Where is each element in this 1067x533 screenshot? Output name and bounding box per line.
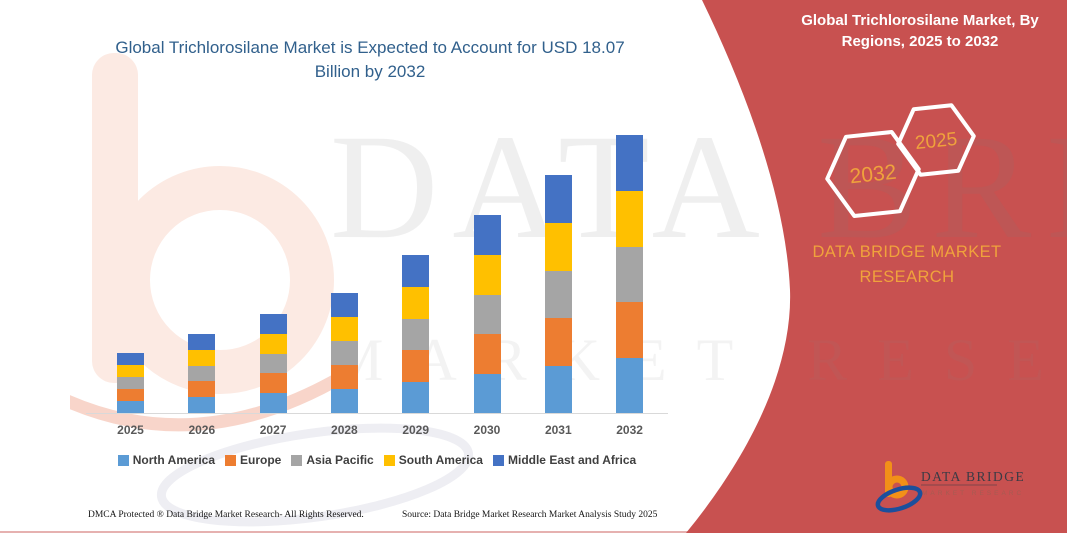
x-axis-label-2028: 2028	[331, 423, 358, 437]
bar-segment-europe	[544, 318, 572, 366]
legend-marker-icon	[225, 454, 237, 466]
bar-segment-south-america	[330, 317, 358, 341]
x-axis-label-2030: 2030	[473, 423, 501, 437]
bar-2030	[473, 215, 501, 413]
legend-label: South America	[398, 453, 483, 467]
legend-label: Asia Pacific	[306, 453, 374, 467]
bar-segment-north-america	[473, 373, 501, 413]
bar-segment-north-america	[544, 365, 572, 413]
legend-label: Europe	[240, 453, 282, 467]
bar-2026	[188, 334, 216, 413]
data-bridge-logo: DATA BRIDGE MARKET RESEARCH	[875, 461, 1023, 513]
bar-segment-asia-pacific	[616, 246, 644, 302]
legend-item-south-america: South America	[383, 453, 483, 467]
legend-marker-icon	[383, 454, 395, 466]
x-axis-label-2026: 2026	[188, 423, 216, 437]
bar-segment-south-america	[259, 333, 287, 354]
footer-dmca-text: DMCA Protected ® Data Bridge Market Rese…	[88, 510, 364, 520]
legend-item-north-america: North America	[117, 453, 216, 467]
bar-segment-europe	[259, 373, 287, 394]
chart-title: Global Trichlorosilane Market is Expecte…	[115, 38, 625, 81]
bar-segment-europe	[117, 389, 144, 401]
bar-segment-north-america	[259, 393, 287, 413]
x-axis-label-2029: 2029	[402, 423, 430, 437]
bar-segment-europe	[330, 365, 358, 389]
x-axis-label-2027: 2027	[259, 423, 287, 437]
bar-segment-south-america	[544, 222, 572, 271]
side-panel-title: Global Trichlorosilane Market, By Region…	[801, 12, 1039, 51]
bar-segment-middle-east-and-africa	[544, 175, 572, 223]
legend-item-asia-pacific: Asia Pacific	[291, 453, 374, 467]
svg-text:2025: 2025	[914, 129, 958, 154]
bar-2025	[117, 353, 144, 413]
bar-segment-asia-pacific	[473, 294, 501, 334]
legend-item-middle-east-and-africa: Middle East and Africa	[492, 453, 637, 467]
logo-swoosh-icon	[875, 485, 923, 513]
bar-segment-north-america	[117, 401, 144, 413]
bar-segment-europe	[473, 334, 501, 374]
footer-source-text: Source: Data Bridge Market Research Mark…	[402, 510, 658, 520]
bar-segment-europe	[402, 350, 430, 382]
bar-segment-south-america	[117, 365, 144, 377]
bar-segment-north-america	[188, 397, 216, 413]
bar-segment-europe	[188, 381, 216, 398]
hexagon-2025-icon	[896, 103, 976, 177]
bar-segment-asia-pacific	[259, 353, 287, 374]
bar-segment-asia-pacific	[402, 318, 430, 350]
bar-segment-north-america	[330, 389, 358, 413]
bar-segment-middle-east-and-africa	[188, 334, 216, 350]
chart-legend: North America Europe Asia Pacific South Ame…	[86, 453, 668, 467]
bar-segment-middle-east-and-africa	[330, 293, 358, 317]
bar-segment-south-america	[616, 190, 644, 247]
svg-text:MARKET RESEARCH: MARKET RESEARCH	[922, 490, 1023, 497]
bar-segment-asia-pacific	[330, 341, 358, 365]
bar-segment-asia-pacific	[188, 365, 216, 382]
hexagon-years-graphic: 2032 2025	[825, 103, 976, 218]
legend-marker-icon	[291, 454, 303, 466]
bar-segment-asia-pacific	[117, 377, 144, 389]
x-axis-label-2032: 2032	[616, 423, 643, 437]
bar-segment-europe	[616, 302, 644, 358]
legend-marker-icon	[117, 454, 129, 466]
bar-segment-south-america	[473, 254, 501, 295]
side-panel-brand-text: DATA BRIDGE MARKET RESEARCH	[812, 243, 1002, 286]
x-axis-label-2031: 2031	[544, 423, 572, 437]
bar-segment-middle-east-and-africa	[402, 255, 430, 287]
bar-segment-middle-east-and-africa	[473, 215, 501, 255]
bar-segment-middle-east-and-africa	[117, 353, 144, 365]
bar-2032	[616, 135, 644, 413]
bar-segment-north-america	[402, 381, 430, 413]
legend-item-europe: Europe	[225, 453, 281, 467]
bar-segment-north-america	[616, 357, 644, 413]
hexagon-2032-icon	[825, 130, 921, 218]
legend-marker-icon	[492, 454, 504, 466]
bar-segment-south-america	[188, 349, 216, 366]
bar-segment-asia-pacific	[544, 270, 572, 318]
x-axis-label-2025: 2025	[117, 423, 144, 437]
svg-text:DATA BRIDGE: DATA BRIDGE	[921, 469, 1023, 484]
x-axis-line	[86, 413, 668, 414]
bar-2027	[259, 314, 287, 413]
watermark-swoosh-icon	[156, 423, 474, 527]
bar-2029	[402, 255, 430, 413]
bar-segment-south-america	[402, 286, 430, 319]
bar-segment-middle-east-and-africa	[259, 314, 287, 334]
legend-label: Middle East and Africa	[507, 453, 637, 467]
svg-text:2032: 2032	[849, 161, 898, 189]
legend-label: North America	[132, 453, 216, 467]
bar-2031	[544, 175, 572, 413]
bar-segment-middle-east-and-africa	[616, 135, 644, 191]
bar-2028	[330, 293, 358, 413]
bottom-accent-strip	[0, 531, 1067, 533]
